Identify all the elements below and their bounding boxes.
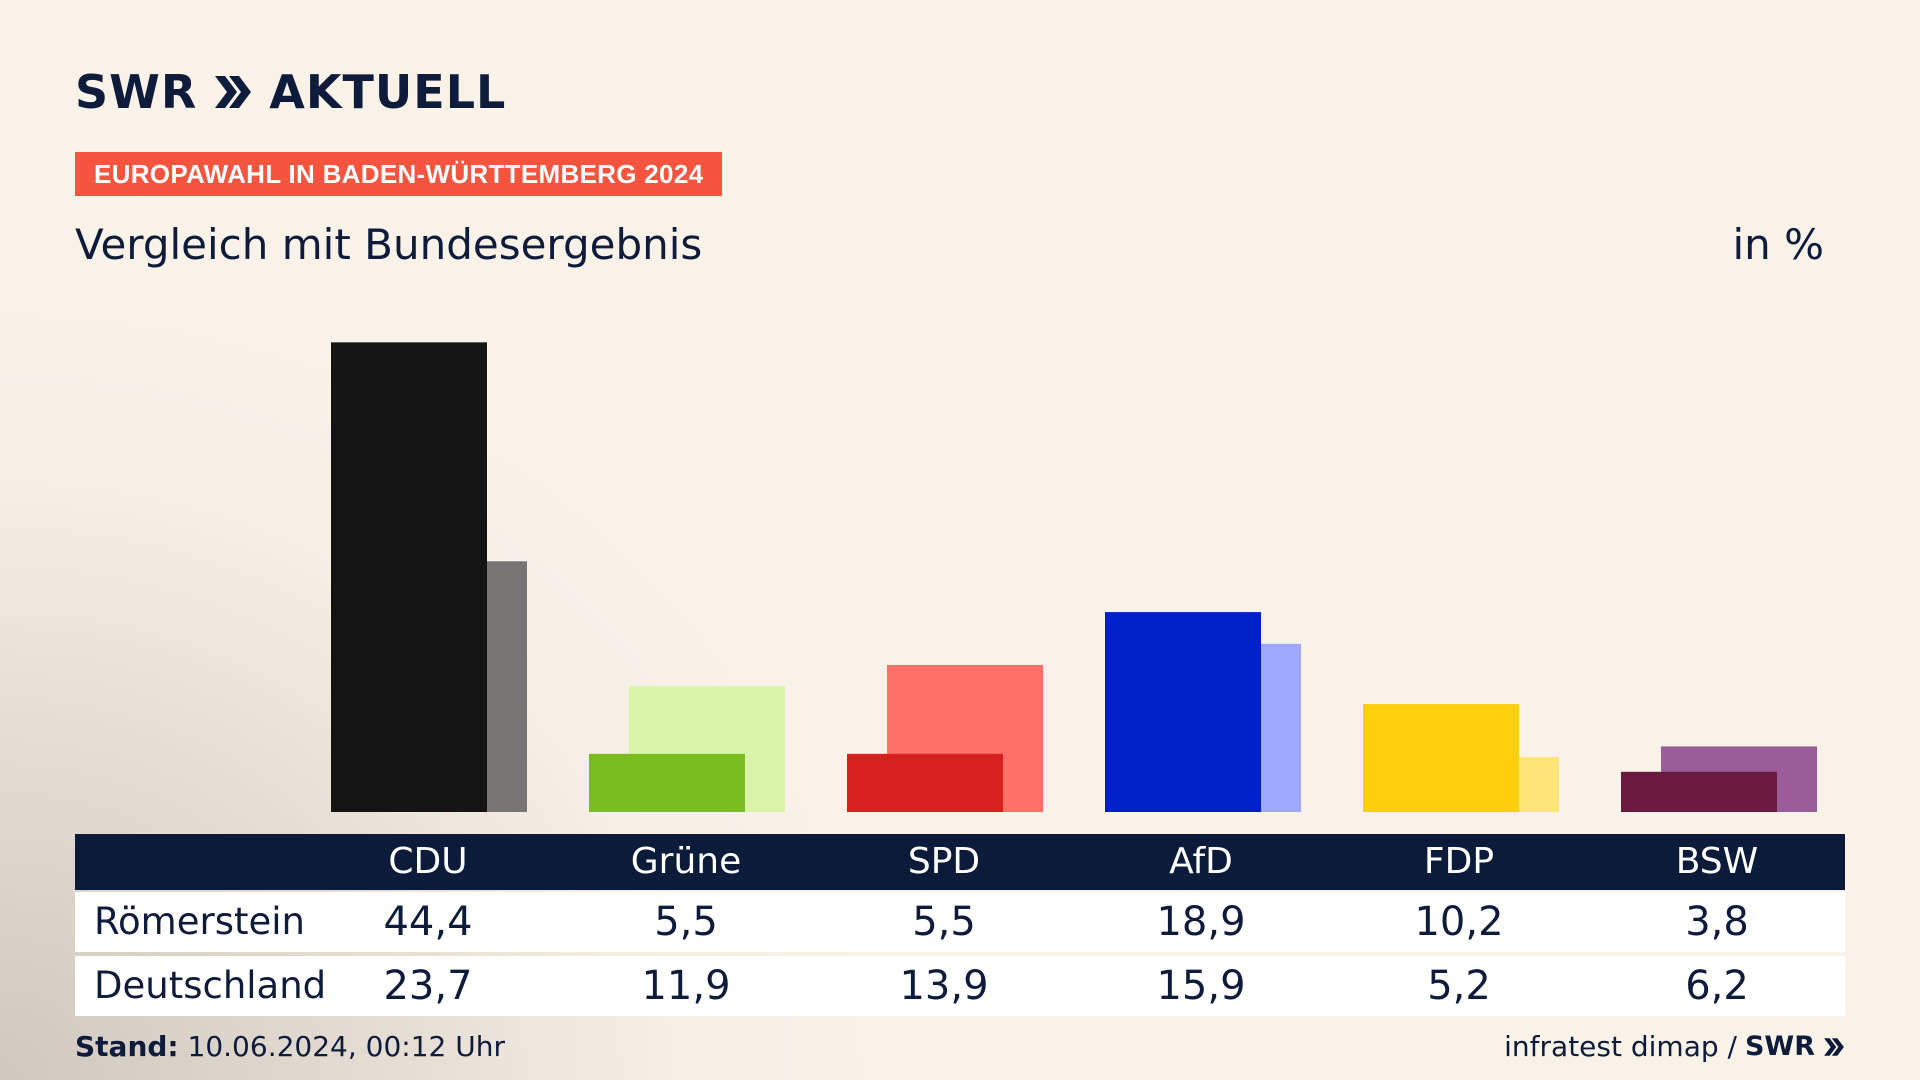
results-table: CDU Grüne SPD AfD FDP BSW Römerstein 44,… <box>75 834 1845 1016</box>
double-chevron-icon <box>1824 1037 1844 1056</box>
bar-bsw-local <box>1621 771 1777 812</box>
row-label: Deutschland <box>94 964 327 1007</box>
source-text: infratest dimap / <box>1504 1030 1737 1063</box>
table-cell: 5,5 <box>654 899 718 945</box>
header-cdu: CDU <box>388 841 468 882</box>
bar-gr-ne-local <box>589 753 745 812</box>
table-cell: 23,7 <box>383 963 473 1009</box>
table-cell: 44,4 <box>383 899 473 945</box>
table-row: Deutschland 23,7 11,9 13,9 15,9 5,2 6,2 <box>75 956 1845 1016</box>
stand-label: Stand: <box>75 1030 179 1063</box>
header-spd: SPD <box>907 841 981 882</box>
header-bsw: BSW <box>1675 841 1759 882</box>
stand-value: 10.06.2024, 00:12 Uhr <box>187 1030 505 1063</box>
header-fdp: FDP <box>1423 841 1495 882</box>
logo-text: SWR <box>75 65 198 119</box>
table-cell: 15,9 <box>1156 963 1246 1009</box>
table-cell: 3,8 <box>1685 899 1749 945</box>
bar-spd-local <box>847 753 1003 812</box>
table-cell: 5,5 <box>912 899 976 945</box>
table-cell: 5,2 <box>1427 963 1491 1009</box>
swr-aktuell-logo: SWR AKTUELL <box>75 65 507 119</box>
swr-brand: SWR <box>1744 1031 1815 1062</box>
table-cell: 11,9 <box>641 963 731 1009</box>
bar-fdp-local <box>1363 704 1519 812</box>
row-label: Römerstein <box>94 900 305 943</box>
table-cell: 13,9 <box>899 963 989 1009</box>
bar-afd-local <box>1105 612 1261 812</box>
table-cell: 6,2 <box>1685 963 1749 1009</box>
chart-subtitle: Vergleich mit Bundesergebnis <box>75 220 703 269</box>
table-cell: 10,2 <box>1414 899 1504 945</box>
double-chevron-icon <box>215 76 252 108</box>
kicker-badge: EUROPAWAHL IN BADEN-WÜRTTEMBERG 2024 <box>75 152 723 196</box>
bar-cdu-local <box>331 342 487 812</box>
table-header: CDU Grüne SPD AfD FDP BSW <box>75 834 1845 890</box>
table-row: Römerstein 44,4 5,5 5,5 18,9 10,2 3,8 <box>75 892 1845 952</box>
timestamp: Stand: 10.06.2024, 00:12 Uhr <box>75 1030 505 1063</box>
bar-chart <box>331 342 1817 812</box>
logo-suffix: AKTUELL <box>269 65 507 119</box>
table-cell: 18,9 <box>1156 899 1246 945</box>
unit-label: in % <box>1732 220 1824 269</box>
header-gruene: Grüne <box>630 841 742 882</box>
header-afd: AfD <box>1169 841 1233 882</box>
source-credit: infratest dimap / SWR <box>1504 1030 1845 1063</box>
